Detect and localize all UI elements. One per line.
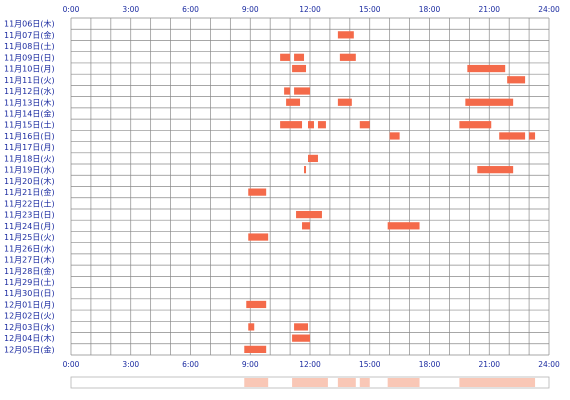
day-label: 11月17日(月) (4, 143, 55, 152)
x-tick-label: 12:00 (299, 360, 321, 369)
day-label: 11月29日(土) (4, 277, 55, 287)
activity-bar (389, 132, 400, 140)
day-label: 11月09日(日) (4, 53, 55, 62)
day-label: 11月24日(月) (4, 222, 55, 231)
density-segment (244, 378, 269, 387)
day-label: 12月02日(火) (4, 312, 55, 321)
activity-bar (280, 53, 291, 61)
activity-bar (308, 121, 314, 129)
x-tick-label: 15:00 (359, 360, 381, 369)
activity-bar (337, 98, 352, 106)
activity-bar (304, 166, 307, 174)
activity-bar (292, 334, 310, 342)
activity-bar (337, 31, 354, 39)
activity-bar (529, 132, 536, 140)
day-labels: 11月06日(木)11月07日(金)11月08日(土) 11月09日(日) 11月1… (4, 19, 55, 355)
day-label: 11月10日(月) (4, 65, 55, 74)
density-strip (70, 376, 550, 389)
day-label: 11月26日(水) (4, 243, 55, 253)
day-label: 11月25日(火) (4, 233, 55, 242)
chart-grid (70, 17, 550, 356)
day-label: 11月14日(金) (4, 108, 55, 118)
day-label: 12月01日(月) (4, 300, 55, 309)
activity-bar (284, 87, 291, 95)
day-label: 11月06日(木) (4, 19, 55, 29)
activity-bar (294, 87, 310, 95)
activity-bar (296, 210, 322, 219)
day-label: 11月07日(金) (4, 30, 55, 40)
day-label: 11月21日(金) (4, 187, 55, 197)
activity-bar (499, 132, 526, 140)
density-segment (337, 378, 356, 387)
activity-bar (244, 345, 267, 353)
activity-bar (302, 222, 310, 230)
top-axis-ticks: 0:00 3:00 6:00 9:00 12:00 15:00 18:00 21:00 24:0… (63, 5, 560, 14)
activity-bar (317, 121, 326, 129)
day-label: 12月05日(金) (4, 344, 55, 354)
activity-bar (246, 300, 267, 309)
density-segment (387, 378, 420, 387)
day-label: 11月23日(日) (4, 211, 55, 220)
x-tick-label: 18:00 (419, 5, 441, 14)
x-tick-label: 3:00 (122, 360, 139, 369)
day-label: 11月20日(木) (4, 176, 55, 186)
x-tick-label: 24:00 (538, 5, 560, 14)
activity-bar (467, 64, 506, 73)
day-label: 11月11日(火) (4, 76, 55, 85)
day-label: 11月22日(土) (4, 198, 55, 208)
x-tick-label: 12:00 (299, 5, 321, 14)
activity-bar (248, 188, 267, 196)
activity-bar (507, 76, 526, 84)
activity-bar (248, 323, 255, 331)
x-tick-label: 18:00 (419, 360, 441, 369)
activity-bar (248, 233, 269, 241)
activity-bars (244, 31, 536, 353)
day-label: 11月28日(金) (4, 266, 55, 276)
activity-bar (292, 64, 307, 73)
x-tick-label: 6:00 (182, 360, 199, 369)
x-tick-label: 0:00 (63, 360, 80, 369)
bottom-axis-ticks: 0:00 3:00 6:00 9:00 12:00 15:00 18:00 21:00 24:0… (63, 360, 560, 369)
density-segment (359, 378, 370, 387)
x-tick-label: 21:00 (478, 360, 500, 369)
x-tick-label: 15:00 (359, 5, 381, 14)
activity-bar (465, 98, 514, 106)
x-tick-label: 24:00 (538, 360, 560, 369)
day-label: 11月19日(水) (4, 165, 55, 175)
day-label: 11月08日(土) (4, 41, 55, 51)
day-label: 12月04日(木) (4, 333, 55, 343)
activity-bar (294, 53, 305, 61)
x-tick-label: 6:00 (182, 5, 199, 14)
density-segment (459, 378, 536, 387)
x-tick-label: 9:00 (242, 5, 259, 14)
x-tick-label: 21:00 (478, 5, 500, 14)
activity-bar (280, 121, 303, 129)
activity-bar (308, 154, 318, 163)
day-label: 11月13日(木) (4, 97, 55, 107)
activity-bar (286, 98, 301, 106)
day-label: 12月03日(水) (4, 322, 55, 332)
activity-bar (387, 222, 420, 230)
day-label: 11月16日(日) (4, 132, 55, 141)
activity-bar (339, 53, 356, 61)
day-label: 11月12日(水) (4, 86, 55, 96)
x-tick-label: 9:00 (242, 360, 259, 369)
day-label: 11月27日(木) (4, 255, 55, 265)
x-tick-label: 0:00 (63, 5, 80, 14)
day-label: 11月18日(火) (4, 154, 55, 163)
activity-bar (359, 121, 370, 129)
day-label: 11月30日(日) (4, 289, 55, 298)
activity-bar (459, 121, 492, 129)
activity-bar (294, 323, 309, 331)
activity-bar (477, 166, 514, 174)
x-tick-label: 3:00 (122, 5, 139, 14)
density-segment (292, 378, 328, 387)
day-label: 11月15日(土) (4, 120, 55, 130)
